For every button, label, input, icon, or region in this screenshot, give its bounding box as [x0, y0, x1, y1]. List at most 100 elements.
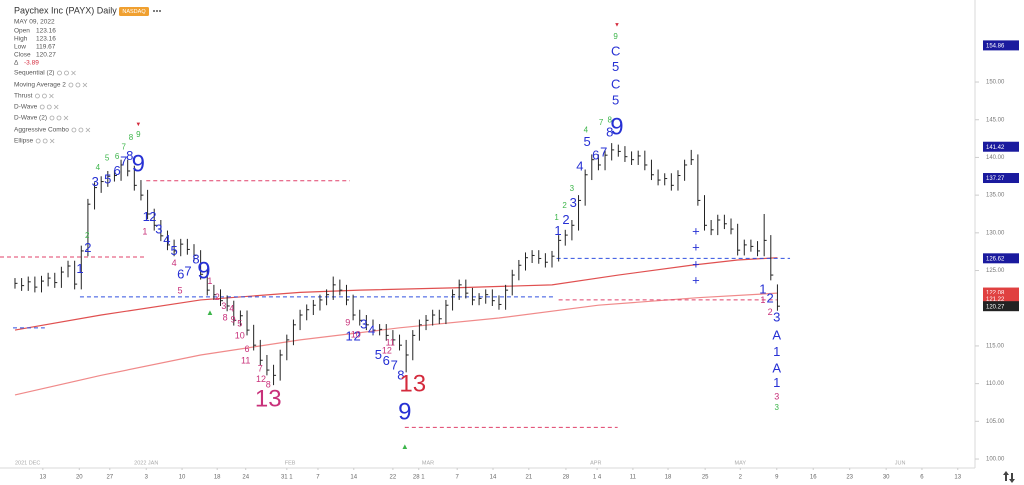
indicator-visibility[interactable] — [35, 93, 40, 99]
price-label-box — [983, 294, 1019, 305]
exchange-badge — [119, 7, 149, 16]
x-tick-label: 13 — [39, 475, 46, 481]
indicator-remove[interactable] — [49, 138, 55, 144]
setup-count: 6 — [113, 163, 120, 178]
x-tick-label: 21 — [525, 475, 532, 481]
setup-count: 5 — [104, 171, 111, 186]
x-tick-label: 7 — [456, 475, 460, 481]
indicator-name[interactable]: Ellipse — [14, 138, 34, 145]
indicator-settings[interactable] — [42, 93, 47, 99]
minor-count: 9 — [136, 130, 141, 139]
x-tick-label: 24 — [242, 475, 249, 481]
x-tick-label: 27 — [106, 475, 113, 481]
settings-icon[interactable] — [1003, 471, 1015, 483]
setup-count: + — [692, 273, 700, 288]
indicator-settings[interactable] — [42, 138, 48, 144]
price-label-box — [983, 301, 1019, 312]
minor-count: 1 — [554, 213, 559, 222]
setup-count: A — [772, 328, 781, 343]
indicator-remove[interactable] — [82, 82, 88, 88]
month-label: FEB — [285, 460, 296, 466]
minor-count: 4 — [584, 125, 589, 134]
indicator-settings[interactable] — [75, 82, 81, 88]
setup-count: 5 — [375, 347, 382, 362]
indicator-remove[interactable] — [71, 70, 76, 76]
setup-count: 3 — [155, 221, 162, 236]
signal-mark: ▼ — [614, 22, 620, 28]
setup-count: 8 — [606, 125, 613, 140]
change-value: -3.89 — [24, 60, 39, 67]
price-label: 122.08 — [986, 291, 1005, 297]
indicator-settings[interactable] — [78, 127, 84, 133]
indicator-visibility[interactable] — [57, 70, 62, 76]
indicator-visibility[interactable] — [35, 138, 41, 144]
menu-dot[interactable] — [153, 10, 155, 12]
menu-dot[interactable] — [156, 10, 158, 12]
x-tick-label: 3 — [145, 475, 149, 481]
y-tick-label: 105.00 — [986, 419, 1005, 425]
indicator-remove[interactable] — [53, 104, 59, 110]
x-tick-label: 2 — [739, 475, 743, 481]
countdown-count: 4 — [172, 258, 177, 268]
scale-toggle[interactable] — [1003, 471, 1015, 483]
indicator-visibility[interactable] — [71, 127, 77, 133]
indicator-name[interactable]: Thrust — [14, 93, 33, 100]
setup-count: 3 — [360, 316, 367, 331]
menu-dot[interactable] — [159, 10, 161, 12]
indicator-visibility[interactable] — [68, 82, 74, 88]
setup-count: + — [692, 257, 700, 272]
setup-count: 1 — [773, 344, 780, 359]
setup-count: 1 — [346, 328, 353, 343]
setup-count: 2 — [562, 212, 569, 227]
month-label: 2021 DEC — [15, 460, 40, 466]
header: Paychex Inc (PAYX) Daily NASDAQ MAY 09, … — [14, 5, 161, 67]
y-tick-label: 115.00 — [986, 344, 1005, 350]
ohlc-value: 123.16 — [36, 28, 56, 35]
indicator-name[interactable]: D-Wave (2) — [14, 115, 47, 122]
y-tick-label: 130.00 — [986, 230, 1005, 236]
y-tick-label: 100.00 — [986, 457, 1005, 463]
setup-count: 4 — [163, 232, 170, 247]
month-label: MAR — [422, 460, 434, 466]
price-label-box — [983, 253, 1019, 264]
y-tick-label: 125.00 — [986, 268, 1005, 274]
countdown-count: 5 — [178, 285, 183, 295]
minor-count: 2 — [562, 201, 567, 210]
indicator-name[interactable]: Sequential (2) — [14, 70, 54, 77]
indicator-name[interactable]: D-Wave — [14, 104, 38, 111]
price-label-box — [983, 173, 1019, 184]
minor-count: 7 — [121, 143, 126, 152]
major-count: 9 — [398, 398, 411, 425]
ohlc-value: 123.16 — [36, 36, 56, 43]
indicator-name[interactable]: Moving Average 2 — [14, 82, 66, 89]
y-tick-label: 150.00 — [986, 80, 1005, 86]
countdown-count: 3 — [221, 301, 226, 311]
price-label-box — [983, 40, 1019, 51]
exchange-label: NASDAQ — [122, 9, 146, 15]
indicator-visibility[interactable] — [39, 104, 45, 110]
indicator-settings[interactable] — [56, 115, 62, 121]
setup-count: 2 — [84, 240, 91, 255]
indicator-remove[interactable] — [85, 127, 91, 133]
major-count: 13 — [255, 386, 282, 413]
setup-count: + — [692, 239, 700, 254]
countdown-count: 8 — [266, 380, 271, 390]
bar-date: MAY 09, 2022 — [14, 19, 55, 26]
x-tick-label: 28 1 — [413, 475, 425, 481]
ohlc-label: Close — [14, 52, 31, 59]
indicator-name[interactable]: Aggressive Combo — [14, 127, 69, 134]
setup-count: 1 — [773, 375, 780, 390]
setup-count: 7 — [391, 358, 398, 373]
indicator-settings[interactable] — [64, 70, 69, 76]
indicator-remove[interactable] — [63, 115, 69, 121]
indicator-settings[interactable] — [46, 104, 52, 110]
chart-title: Paychex Inc (PAYX) Daily — [14, 5, 117, 15]
change-label: Δ — [14, 60, 19, 67]
indicator-visibility[interactable] — [49, 115, 55, 121]
indicator-remove[interactable] — [49, 93, 54, 99]
major-count: 9 — [610, 113, 623, 140]
x-tick-label: 23 — [846, 475, 853, 481]
ohlc-label: Low — [14, 44, 26, 51]
countdown-count: 10 — [351, 330, 361, 340]
